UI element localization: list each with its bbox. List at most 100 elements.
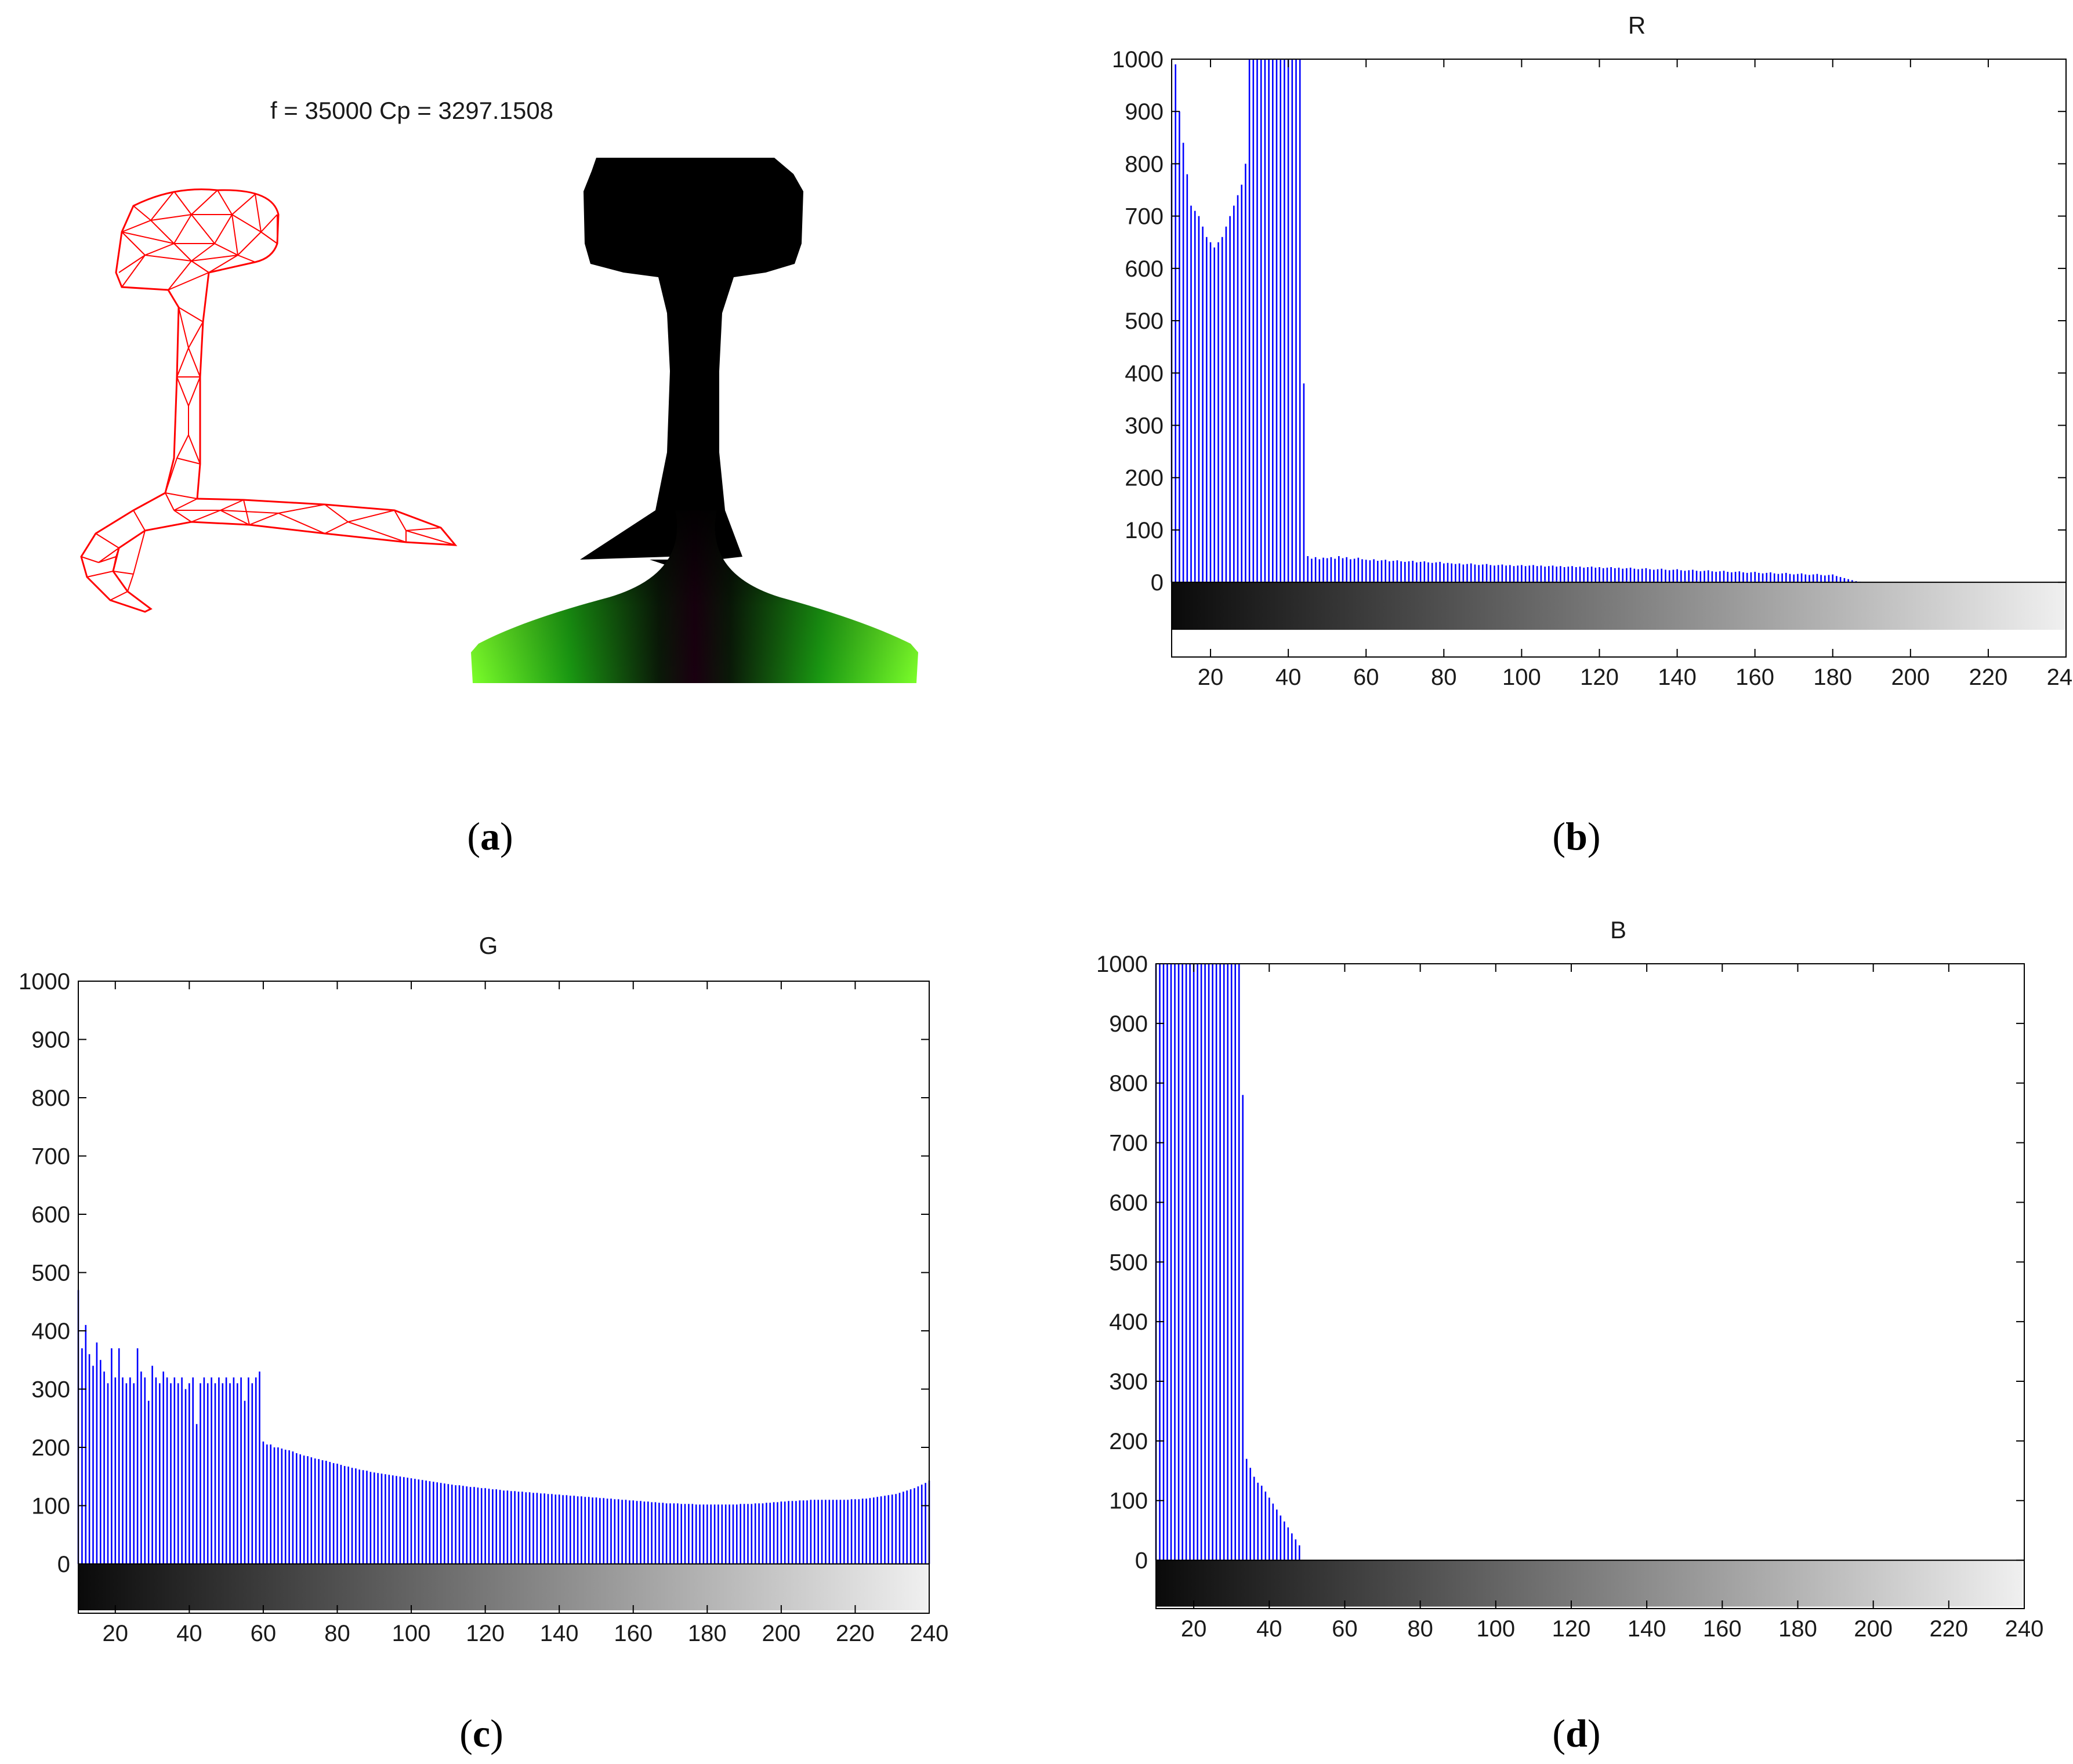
x-tick-label: 100 bbox=[392, 1621, 431, 1646]
panel-a-title: f = 35000 Cp = 3297.1508 bbox=[270, 97, 553, 124]
mesh-edge bbox=[217, 190, 233, 215]
mesh-edge bbox=[347, 510, 395, 522]
mesh-edge bbox=[237, 255, 256, 263]
mesh-edge bbox=[81, 556, 88, 578]
y-tick-label: 100 bbox=[1125, 518, 1164, 543]
mesh-edge bbox=[168, 272, 209, 291]
mesh-edge bbox=[191, 214, 215, 244]
rail-heatmap-foot-shade bbox=[471, 510, 918, 683]
mesh-edge bbox=[133, 492, 166, 511]
x-tick-label: 40 bbox=[1275, 665, 1302, 690]
y-tick-label: 1000 bbox=[19, 969, 70, 994]
rail-heatmap bbox=[471, 158, 918, 683]
y-tick-label: 800 bbox=[31, 1086, 70, 1111]
panel-c-caption-letter: c bbox=[473, 1711, 490, 1755]
y-tick-label: 1000 bbox=[1112, 47, 1164, 72]
mesh-edge bbox=[150, 214, 192, 221]
mesh-edge bbox=[133, 510, 146, 531]
y-tick-label: 800 bbox=[1125, 151, 1164, 177]
chart-c-frame bbox=[78, 981, 930, 1614]
y-tick-label: 600 bbox=[1125, 256, 1164, 282]
mesh-edge bbox=[165, 492, 198, 499]
x-tick-label: 160 bbox=[614, 1621, 653, 1646]
x-tick-label: 200 bbox=[1854, 1616, 1893, 1642]
x-tick-label: 160 bbox=[1735, 665, 1774, 690]
mesh-edge bbox=[144, 608, 151, 612]
panel-b-caption-letter: b bbox=[1565, 814, 1588, 858]
mesh-edge bbox=[110, 591, 128, 601]
mesh-edge bbox=[324, 521, 349, 534]
mesh-edge bbox=[405, 530, 456, 546]
mesh-edge bbox=[173, 510, 192, 522]
mesh-edge bbox=[208, 255, 238, 273]
mesh-edge bbox=[208, 262, 256, 273]
mesh-edge bbox=[191, 260, 209, 273]
x-tick-label: 80 bbox=[1407, 1616, 1433, 1642]
mesh-edge bbox=[231, 214, 238, 256]
mesh-edge bbox=[121, 286, 169, 291]
mesh-edge bbox=[220, 510, 250, 525]
mesh-edge bbox=[440, 527, 456, 546]
y-tick-label: 600 bbox=[1109, 1190, 1148, 1215]
x-tick-label: 220 bbox=[1969, 665, 2008, 690]
mesh-edge bbox=[165, 458, 177, 493]
mesh-edge bbox=[188, 321, 204, 349]
mesh-edge bbox=[191, 243, 215, 262]
y-tick-label: 300 bbox=[31, 1377, 70, 1402]
mesh-edge bbox=[98, 547, 119, 563]
chart-c-bars bbox=[77, 1290, 930, 1564]
chart-b-title: R bbox=[1628, 12, 1646, 39]
mesh-edge bbox=[191, 510, 221, 522]
x-tick-label: 140 bbox=[540, 1621, 579, 1646]
chart-d-histogram: 0 100 200 300 400 500 600 700 800 900 1000 20 40 60 80… bbox=[1096, 952, 2043, 1642]
y-tick-label: 0 bbox=[1151, 570, 1164, 596]
mesh-edge bbox=[150, 220, 175, 244]
y-tick-label: 800 bbox=[1109, 1071, 1148, 1097]
mesh-edge bbox=[144, 255, 192, 262]
y-tick-label: 700 bbox=[31, 1144, 70, 1169]
mesh-edge bbox=[127, 574, 134, 592]
x-tick-label: 60 bbox=[1332, 1616, 1358, 1642]
mesh-edge bbox=[394, 510, 407, 531]
mesh-edge bbox=[133, 530, 146, 575]
mesh-edge bbox=[144, 243, 175, 256]
mesh-edge bbox=[121, 231, 146, 256]
x-tick-label: 20 bbox=[1181, 1616, 1207, 1642]
mesh-edge bbox=[121, 231, 175, 244]
mesh-edge bbox=[121, 220, 151, 233]
x-tick-label: 180 bbox=[1778, 1616, 1817, 1642]
mesh-edge bbox=[113, 556, 117, 572]
mesh-edge bbox=[176, 347, 189, 378]
y-tick-label: 900 bbox=[1125, 99, 1164, 125]
mesh-edge bbox=[255, 194, 262, 233]
mesh-edge bbox=[144, 521, 192, 531]
x-tick-label: 120 bbox=[1552, 1616, 1591, 1642]
chart-d-colorbar bbox=[1156, 1560, 2024, 1607]
chart-b-histogram: 0 100 200 300 400 500 600 700 800 900 1000 20 40 60 80… bbox=[1112, 47, 2073, 690]
panel-b: R 0 100 200 300 400 500 600 700 800 900 1000 20 40 60… bbox=[1112, 12, 2073, 858]
chart-d-frame bbox=[1155, 963, 2025, 1609]
x-tick-label: 20 bbox=[1198, 665, 1224, 690]
mesh-edge bbox=[278, 504, 325, 514]
mesh-edge bbox=[86, 576, 111, 601]
mesh-edge bbox=[118, 530, 146, 549]
mesh-edge bbox=[202, 272, 209, 322]
x-tick-label: 240 bbox=[2047, 665, 2073, 690]
mesh-edge bbox=[197, 463, 201, 499]
y-tick-label: 100 bbox=[31, 1493, 70, 1519]
mesh-edge bbox=[178, 307, 189, 349]
x-tick-label: 80 bbox=[1431, 665, 1457, 690]
y-tick-label: 500 bbox=[1125, 308, 1164, 334]
mesh-edge bbox=[260, 231, 278, 244]
rail-mesh-triangles bbox=[81, 190, 456, 612]
y-tick-label: 100 bbox=[1109, 1489, 1148, 1514]
y-tick-label: 200 bbox=[31, 1435, 70, 1461]
mesh-edge bbox=[220, 510, 279, 514]
mesh-edge bbox=[81, 533, 96, 557]
x-tick-label: 120 bbox=[1580, 665, 1619, 690]
x-tick-label: 100 bbox=[1476, 1616, 1515, 1642]
y-tick-label: 200 bbox=[1109, 1429, 1148, 1454]
y-tick-label: 0 bbox=[57, 1552, 70, 1577]
mesh-edge bbox=[98, 556, 117, 563]
